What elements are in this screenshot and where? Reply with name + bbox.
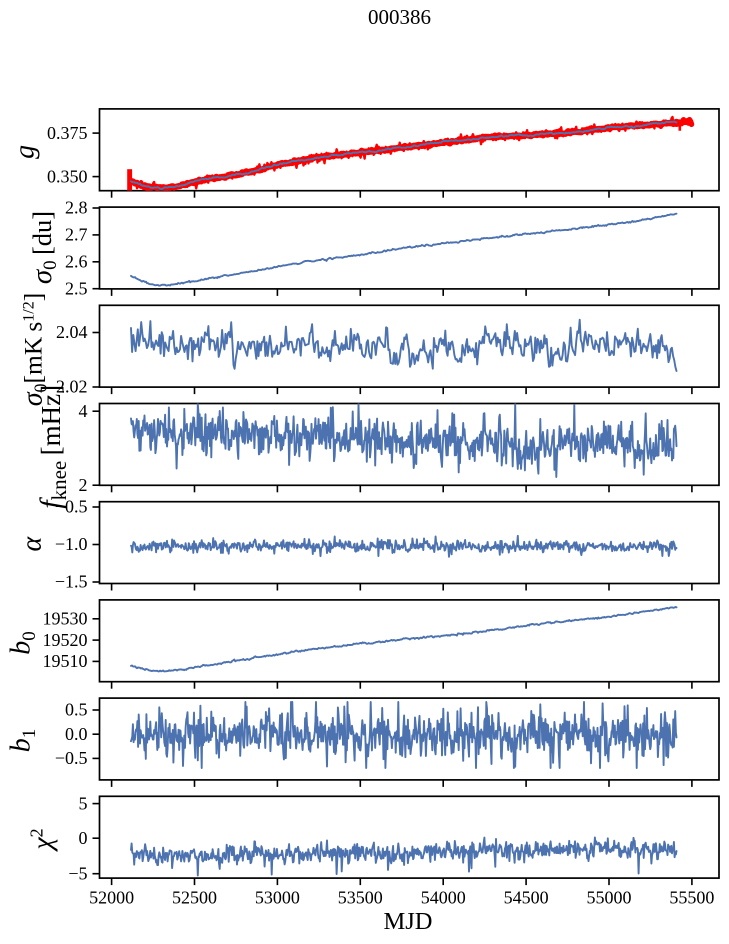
svg-text:0.350: 0.350 [47, 166, 88, 186]
svg-text:000386: 000386 [368, 5, 431, 29]
svg-text:MJD: MJD [383, 908, 432, 935]
svg-text:19520: 19520 [43, 630, 88, 650]
svg-text:53000: 53000 [255, 888, 300, 908]
svg-text:54500: 54500 [504, 888, 549, 908]
svg-text:5: 5 [79, 793, 88, 813]
svg-text:fknee [mHz]: fknee [mHz] [34, 385, 71, 509]
svg-text:53500: 53500 [338, 888, 383, 908]
svg-text:α: α [17, 536, 48, 552]
svg-text:2.04: 2.04 [56, 322, 88, 342]
svg-text:0.375: 0.375 [47, 123, 88, 143]
svg-text:g: g [9, 145, 40, 159]
svg-text:−0.5: −0.5 [55, 748, 88, 768]
svg-text:−0.5: −0.5 [55, 497, 88, 517]
svg-text:−5: −5 [68, 863, 87, 883]
svg-text:2: 2 [79, 475, 88, 495]
svg-text:52500: 52500 [172, 888, 217, 908]
svg-text:0.5: 0.5 [65, 700, 88, 720]
svg-text:19530: 19530 [43, 609, 88, 629]
svg-text:55000: 55000 [587, 888, 632, 908]
svg-text:2.6: 2.6 [65, 252, 88, 272]
svg-text:0.0: 0.0 [65, 724, 88, 744]
svg-text:2.02: 2.02 [56, 377, 88, 397]
svg-text:52000: 52000 [89, 888, 134, 908]
svg-text:4: 4 [79, 401, 88, 421]
svg-text:b0: b0 [6, 631, 41, 655]
svg-text:19510: 19510 [43, 651, 88, 671]
svg-text:−1.0: −1.0 [55, 534, 88, 554]
svg-text:54000: 54000 [421, 888, 466, 908]
svg-text:2.5: 2.5 [65, 278, 88, 298]
svg-text:σ0 [du]: σ0 [du] [26, 211, 61, 284]
svg-text:55500: 55500 [669, 888, 714, 908]
svg-text:b1: b1 [6, 729, 41, 753]
svg-text:0: 0 [79, 828, 88, 848]
svg-text:χ2: χ2 [27, 828, 59, 852]
svg-text:2.8: 2.8 [65, 198, 88, 218]
svg-text:2.7: 2.7 [65, 225, 88, 245]
svg-text:σ0[mK s1/2]: σ0[mK s1/2] [18, 293, 51, 407]
svg-text:−1.5: −1.5 [55, 572, 88, 592]
